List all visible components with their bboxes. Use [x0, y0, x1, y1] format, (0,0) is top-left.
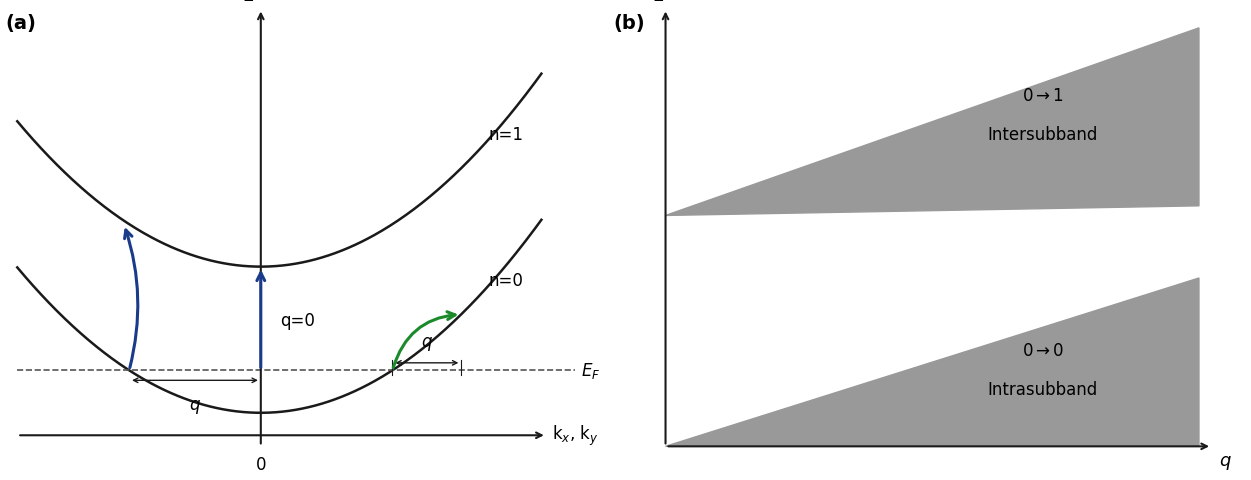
Text: E: E — [244, 0, 255, 5]
Polygon shape — [666, 29, 1198, 216]
Text: 0$\rightarrow$0: 0$\rightarrow$0 — [1022, 341, 1065, 360]
Text: (b): (b) — [613, 14, 646, 34]
Text: n=1: n=1 — [488, 126, 523, 144]
Text: Intersubband: Intersubband — [987, 125, 1098, 144]
Text: q: q — [422, 333, 432, 350]
Text: n=0: n=0 — [488, 272, 523, 289]
Text: E$_F$: E$_F$ — [582, 360, 600, 381]
Text: 0: 0 — [255, 455, 266, 472]
Text: q: q — [1220, 451, 1231, 469]
Text: q=0: q=0 — [280, 312, 315, 330]
Text: (a): (a) — [6, 14, 36, 34]
Text: E: E — [653, 0, 664, 5]
Polygon shape — [666, 278, 1198, 446]
Text: k$_x$, k$_y$: k$_x$, k$_y$ — [553, 423, 599, 447]
Text: 0$\rightarrow$1: 0$\rightarrow$1 — [1022, 87, 1063, 105]
Text: Intrasubband: Intrasubband — [988, 380, 1098, 398]
Text: q: q — [190, 396, 200, 413]
